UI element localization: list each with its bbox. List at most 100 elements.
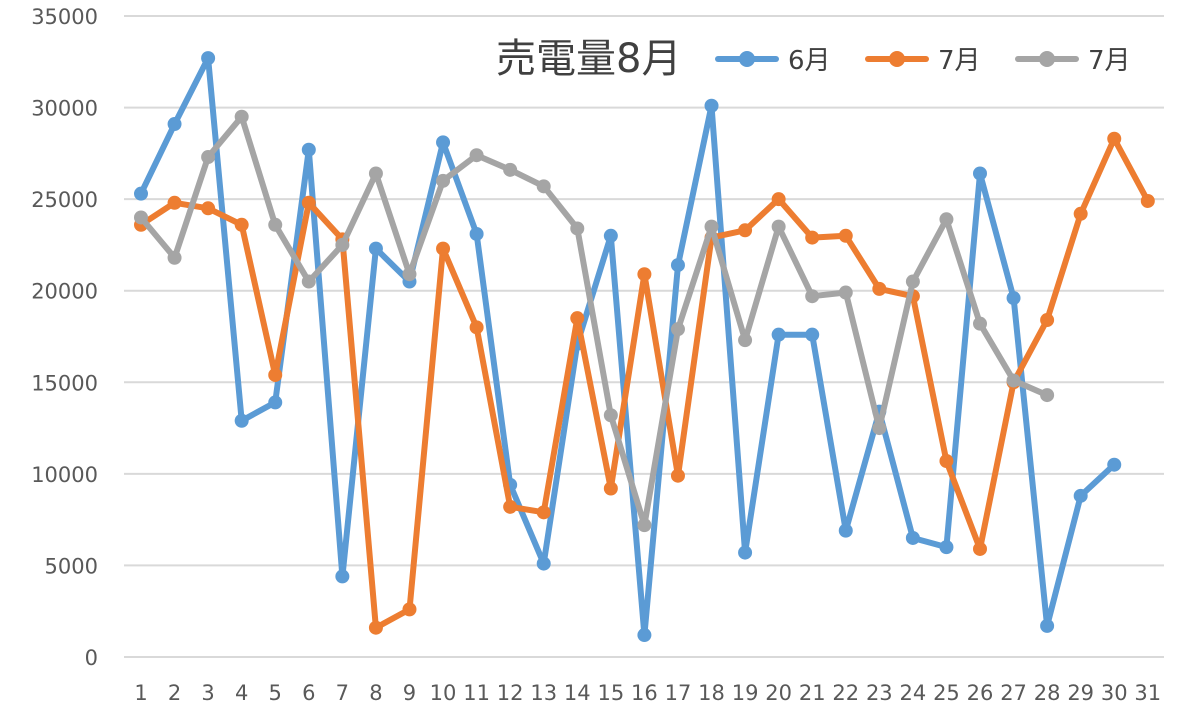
data-point xyxy=(805,230,820,245)
data-point xyxy=(301,274,316,289)
data-point xyxy=(201,51,216,66)
x-tick-label: 18 xyxy=(698,681,725,705)
series-3 xyxy=(134,109,1055,533)
data-point xyxy=(872,281,887,296)
x-tick-label: 9 xyxy=(403,681,416,705)
data-point xyxy=(536,505,551,520)
legend: 6月 7月 7月 xyxy=(715,46,1131,76)
x-tick-label: 29 xyxy=(1067,681,1094,705)
data-point xyxy=(368,166,383,181)
data-point xyxy=(771,192,786,207)
data-point xyxy=(905,274,920,289)
data-point xyxy=(469,320,484,335)
data-point xyxy=(939,212,954,227)
x-tick-label: 17 xyxy=(665,681,692,705)
data-point xyxy=(1040,618,1055,633)
x-tick-label: 7 xyxy=(336,681,349,705)
x-tick-label: 30 xyxy=(1101,681,1128,705)
data-point xyxy=(973,166,987,181)
data-point xyxy=(301,142,316,157)
x-tick-label: 28 xyxy=(1034,681,1061,705)
data-point xyxy=(973,316,987,331)
x-tick-label: 8 xyxy=(369,681,382,705)
legend-item: 7月 xyxy=(1015,46,1131,76)
data-point xyxy=(301,195,316,210)
data-point xyxy=(670,468,685,483)
x-tick-label: 26 xyxy=(967,681,994,705)
data-point xyxy=(838,523,853,538)
x-tick-label: 10 xyxy=(430,681,457,705)
data-point xyxy=(368,620,383,635)
data-point xyxy=(234,413,249,428)
legend-marker xyxy=(889,51,905,67)
data-point xyxy=(335,237,350,252)
data-point xyxy=(536,179,551,194)
data-point xyxy=(503,499,518,514)
data-point xyxy=(939,540,954,555)
legend-marker xyxy=(1039,51,1055,67)
data-point xyxy=(805,327,820,342)
data-point xyxy=(738,545,753,560)
data-point xyxy=(1073,206,1088,221)
x-tick-label: 15 xyxy=(597,681,624,705)
data-point xyxy=(436,173,451,188)
data-point xyxy=(1006,373,1021,388)
data-point xyxy=(1006,291,1021,306)
data-point xyxy=(838,285,853,300)
x-tick-label: 1 xyxy=(134,681,147,705)
data-point xyxy=(670,322,685,337)
data-point xyxy=(637,518,652,533)
data-point xyxy=(603,228,618,243)
y-tick-label: 10000 xyxy=(31,463,98,487)
data-point xyxy=(436,241,451,256)
data-point xyxy=(268,217,283,232)
data-point xyxy=(1107,131,1122,146)
data-point xyxy=(1107,457,1122,472)
x-tick-label: 20 xyxy=(765,681,792,705)
x-tick-label: 25 xyxy=(933,681,960,705)
data-point xyxy=(335,569,350,584)
legend-item: 6月 xyxy=(715,46,831,76)
y-tick-label: 25000 xyxy=(31,188,98,212)
data-point xyxy=(268,367,283,382)
x-tick-label: 11 xyxy=(463,681,490,705)
x-tick-label: 21 xyxy=(799,681,826,705)
data-point xyxy=(603,481,618,496)
x-tick-label: 12 xyxy=(497,681,524,705)
chart-title: 売電量8月 xyxy=(496,36,681,82)
x-tick-label: 22 xyxy=(832,681,859,705)
data-point xyxy=(738,223,753,238)
x-tick-label: 31 xyxy=(1134,681,1161,705)
data-point xyxy=(268,395,283,410)
data-point xyxy=(134,186,148,201)
data-point xyxy=(704,98,719,113)
x-tick-label: 5 xyxy=(269,681,282,705)
x-tick-label: 2 xyxy=(168,681,181,705)
x-tick-label: 16 xyxy=(631,681,658,705)
data-point xyxy=(637,267,652,282)
x-tick-label: 19 xyxy=(732,681,759,705)
data-point xyxy=(704,219,719,234)
x-tick-label: 14 xyxy=(564,681,591,705)
x-tick-label: 6 xyxy=(302,681,315,705)
data-point xyxy=(570,311,585,326)
data-point xyxy=(670,258,685,273)
data-point xyxy=(167,250,182,265)
y-tick-label: 0 xyxy=(85,646,98,670)
data-point xyxy=(469,226,484,241)
data-point xyxy=(838,228,853,243)
series-line xyxy=(138,55,1118,638)
y-tick-label: 35000 xyxy=(31,5,98,29)
data-point xyxy=(134,210,148,225)
legend-label: 7月 xyxy=(1088,46,1131,76)
y-axis-ticks: 0 5000 10000 15000 20000 25000 30000 35000 xyxy=(31,5,98,670)
x-tick-label: 4 xyxy=(235,681,248,705)
data-point xyxy=(570,221,585,236)
data-point xyxy=(805,289,820,304)
x-tick-label: 23 xyxy=(866,681,893,705)
data-point xyxy=(436,135,451,150)
data-point xyxy=(402,602,417,617)
data-point xyxy=(201,201,216,216)
series-line xyxy=(138,113,1051,529)
data-point xyxy=(469,148,484,163)
